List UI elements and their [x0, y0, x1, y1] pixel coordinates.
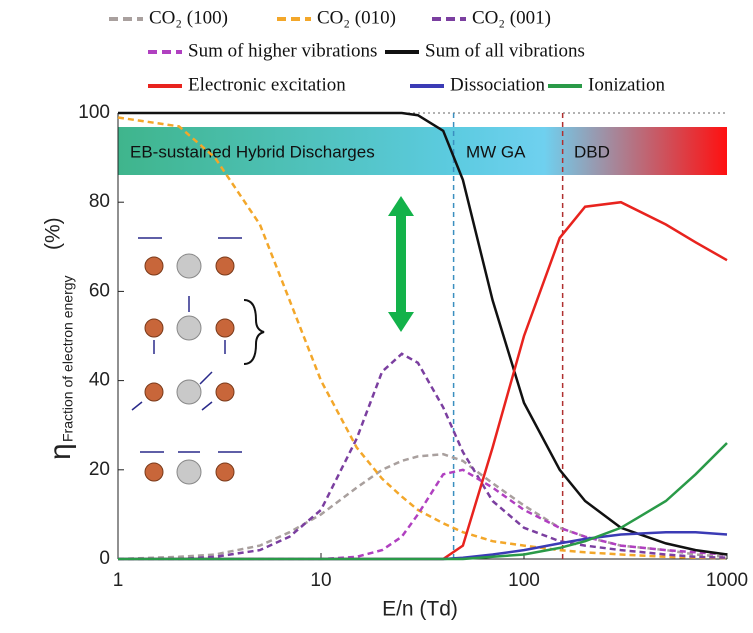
x-tick-label: 1000 — [706, 570, 748, 591]
x-axis-label: E/n (Td) — [382, 598, 458, 621]
legend-label: Sum of all vibrations — [425, 40, 585, 61]
region-label: DBD — [574, 142, 610, 161]
region-label: MW GA — [466, 142, 526, 161]
legend-label: Electronic excitation — [188, 74, 346, 95]
legend-label: Ionization — [588, 74, 666, 95]
y-tick-label: 0 — [99, 548, 110, 569]
region-label: EB-sustained Hybrid Discharges — [130, 142, 375, 161]
molecule-illustration — [132, 238, 264, 484]
legend-label: Sum of higher vibrations — [188, 40, 377, 61]
y-axis-label: η — [44, 443, 77, 460]
y-axis-label-unit: (%) — [42, 217, 65, 250]
y-tick-label: 100 — [78, 102, 110, 123]
series-line — [118, 118, 727, 559]
y-tick-label: 20 — [89, 459, 110, 480]
y-axis-label-sub: Fraction of electron energy — [60, 275, 76, 442]
y-tick-label: 80 — [89, 191, 110, 212]
x-tick-label: 10 — [310, 570, 331, 591]
series-line — [118, 443, 727, 559]
y-tick-label: 60 — [89, 280, 110, 301]
series-line — [118, 202, 727, 559]
x-tick-label: 1 — [113, 570, 124, 591]
legend-label: CO₂ (100) — [149, 7, 228, 28]
legend-label: CO₂ (010) — [317, 7, 396, 28]
y-tick-label: 40 — [89, 370, 110, 391]
x-tick-label: 100 — [508, 570, 540, 591]
legend-label: Dissociation — [450, 74, 545, 95]
chart: EB-sustained Hybrid Discharges MW GA DBD… — [0, 0, 753, 628]
series-line — [118, 113, 727, 555]
legend-label: CO₂ (001) — [472, 7, 551, 28]
double-arrow — [388, 196, 414, 332]
series-line — [118, 470, 727, 559]
